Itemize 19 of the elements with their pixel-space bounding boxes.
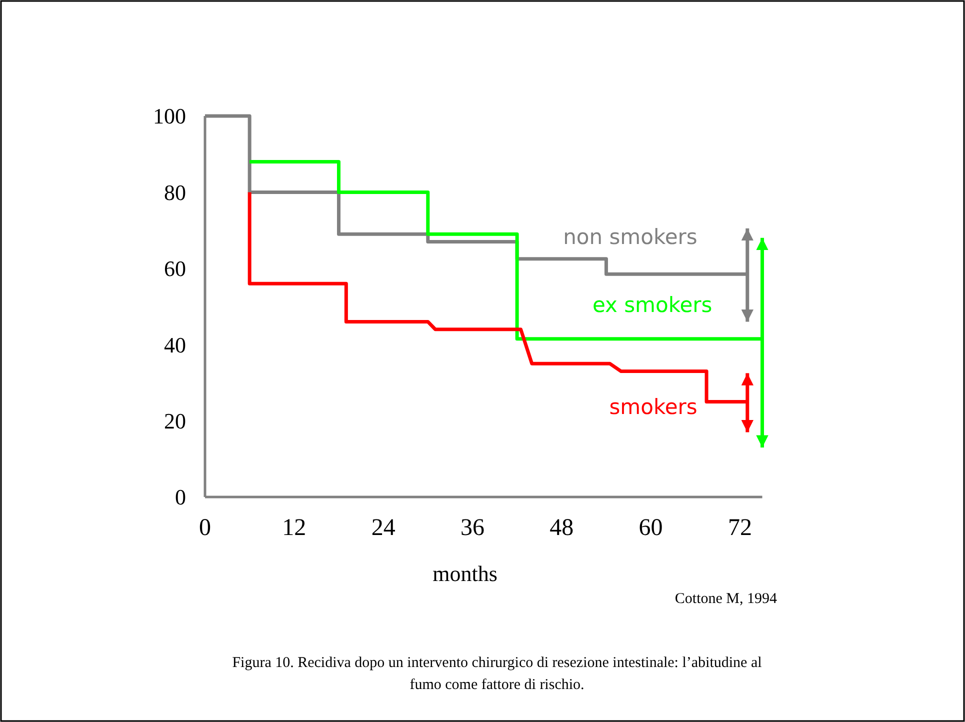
y-tick-label: 0 <box>175 484 186 510</box>
text: Figura 10. Recidiva dopo un intervento chirurgico di resezione intestinale: l’abitudine al fumo come fattore di rischio. <box>232 655 762 693</box>
x-tick-label: 60 <box>638 515 663 541</box>
x-tick-label: 36 <box>460 515 484 541</box>
x-axis-title: months <box>432 561 498 586</box>
x-tick-label: 12 <box>282 515 306 541</box>
y-tick-label: 20 <box>164 408 186 434</box>
series-label: smokers <box>609 394 698 419</box>
series-label: ex smokers <box>592 292 712 317</box>
x-tick-label: 0 <box>199 515 211 541</box>
y-tick-label: 80 <box>164 180 186 205</box>
y-tick-label: 40 <box>164 332 186 358</box>
series-label: non smokers <box>563 225 698 250</box>
x-tick-label: 24 <box>371 515 396 541</box>
text: Cottone M, 1994 <box>674 591 778 607</box>
x-tick-label: 72 <box>728 515 752 541</box>
y-tick-label: 100 <box>153 104 186 129</box>
y-tick-label: 60 <box>164 256 186 282</box>
x-tick-label: 48 <box>550 515 574 541</box>
